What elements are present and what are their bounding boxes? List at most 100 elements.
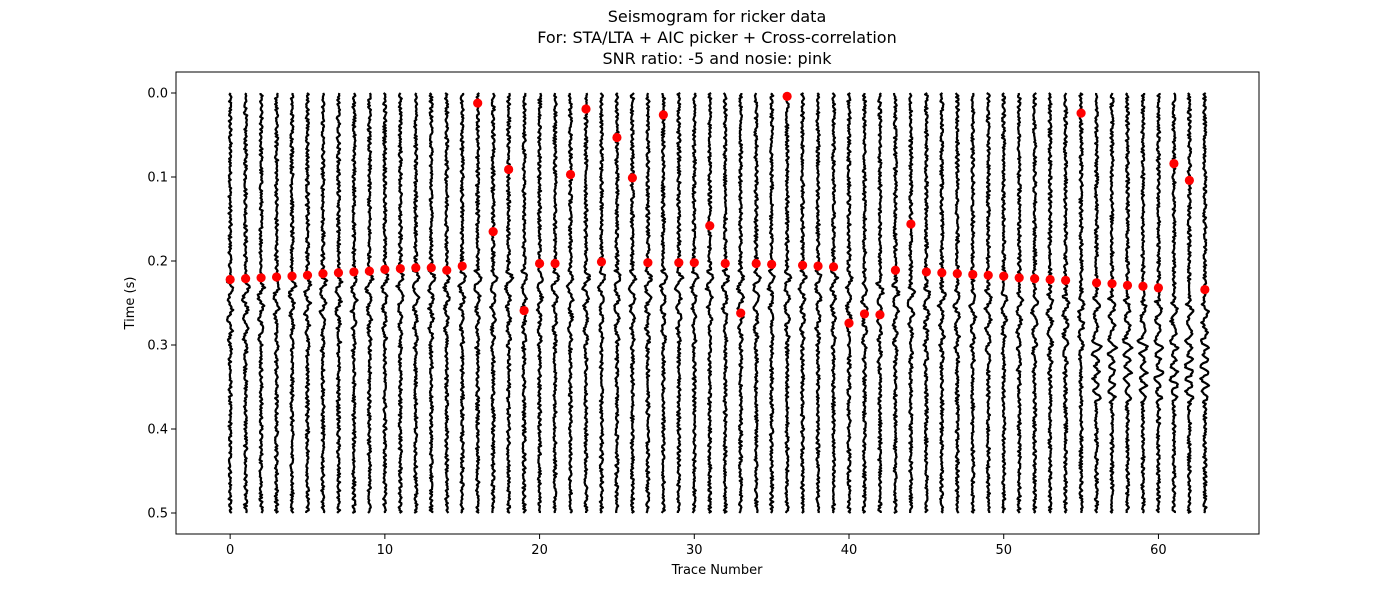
y-tick-label: 0.2 bbox=[147, 255, 168, 270]
pick-point bbox=[1138, 281, 1148, 291]
pick-point bbox=[782, 91, 792, 101]
seismic-trace bbox=[1136, 92, 1149, 514]
pick-point bbox=[596, 257, 607, 267]
y-axis: 0.0 0.1 0.2 0.3 0.4 0.5 bbox=[147, 87, 176, 522]
seismic-trace bbox=[735, 92, 746, 514]
traces-layer bbox=[225, 92, 1211, 514]
pick-point bbox=[1200, 284, 1210, 295]
seismic-trace bbox=[427, 92, 437, 514]
seismic-trace bbox=[613, 92, 622, 514]
pick-point bbox=[875, 310, 885, 320]
pick-point bbox=[968, 269, 978, 280]
pick-point bbox=[658, 110, 668, 120]
pick-point bbox=[736, 308, 746, 318]
seismic-trace bbox=[643, 92, 653, 514]
seismic-trace bbox=[318, 92, 329, 514]
pick-point bbox=[890, 265, 901, 275]
seismic-trace bbox=[860, 92, 869, 514]
pick-point bbox=[302, 270, 313, 280]
seismic-trace bbox=[535, 92, 545, 514]
x-tick-label: 30 bbox=[686, 543, 703, 558]
seismic-trace bbox=[457, 92, 467, 514]
seismic-trace bbox=[1090, 92, 1103, 514]
seismic-trace bbox=[489, 92, 499, 514]
seismic-trace bbox=[442, 92, 451, 514]
pick-point bbox=[395, 263, 405, 274]
seismic-trace bbox=[1121, 92, 1134, 514]
picks-layer bbox=[225, 91, 1210, 328]
pick-point bbox=[1122, 280, 1133, 290]
chart-title-line-2: For: STA/LTA + AIC picker + Cross-correl… bbox=[537, 28, 896, 47]
pick-point bbox=[751, 258, 761, 269]
pick-point bbox=[906, 219, 916, 229]
seismic-trace bbox=[1106, 92, 1119, 514]
seismic-trace bbox=[983, 92, 993, 514]
seismic-trace bbox=[1077, 92, 1086, 514]
pick-point bbox=[565, 169, 576, 180]
y-tick-label: 0.3 bbox=[147, 339, 168, 354]
pick-point bbox=[225, 274, 235, 285]
pick-point bbox=[1014, 273, 1024, 283]
seismic-trace bbox=[550, 92, 561, 514]
x-tick-label: 0 bbox=[226, 543, 234, 558]
pick-point bbox=[457, 261, 467, 271]
seismic-trace bbox=[1030, 92, 1040, 514]
pick-point bbox=[550, 258, 560, 269]
seismic-trace bbox=[1000, 92, 1009, 514]
seismic-trace bbox=[936, 92, 947, 514]
seismic-trace bbox=[581, 92, 592, 514]
pick-point bbox=[921, 267, 931, 277]
seismic-trace bbox=[906, 92, 917, 514]
x-axis: 0 10 20 30 40 50 60 bbox=[226, 534, 1167, 558]
pick-point bbox=[720, 258, 730, 269]
chart-title-line-1: Seismogram for ricker data bbox=[608, 7, 827, 26]
pick-point bbox=[612, 132, 622, 143]
seismic-trace bbox=[565, 92, 575, 514]
pick-point bbox=[473, 98, 483, 108]
seismic-trace bbox=[844, 92, 854, 514]
seismic-trace bbox=[891, 92, 901, 514]
pick-point bbox=[767, 259, 777, 269]
seismic-trace bbox=[1045, 92, 1055, 514]
pick-point bbox=[581, 104, 591, 114]
seismic-trace bbox=[411, 92, 421, 514]
seismic-trace bbox=[349, 92, 359, 514]
seismic-trace bbox=[752, 92, 762, 514]
pick-point bbox=[797, 260, 808, 270]
pick-point bbox=[705, 221, 715, 231]
seismic-trace bbox=[334, 92, 344, 514]
pick-point bbox=[983, 270, 993, 280]
pick-point bbox=[627, 173, 638, 183]
pick-point bbox=[504, 164, 514, 175]
pick-point bbox=[534, 258, 545, 269]
pick-point bbox=[364, 266, 374, 276]
seismic-trace bbox=[256, 92, 267, 514]
pick-point bbox=[488, 227, 498, 237]
pick-point bbox=[643, 258, 653, 268]
seismic-trace bbox=[520, 92, 529, 514]
pick-point bbox=[442, 265, 452, 275]
pick-point bbox=[287, 271, 297, 281]
pick-point bbox=[1061, 275, 1071, 285]
seismic-trace bbox=[968, 92, 978, 514]
seismic-trace bbox=[875, 92, 885, 514]
seismic-trace bbox=[302, 92, 313, 514]
pick-point bbox=[828, 262, 839, 272]
pick-point bbox=[937, 268, 947, 278]
seismic-trace bbox=[596, 92, 607, 514]
seismic-trace bbox=[1199, 92, 1211, 514]
pick-point bbox=[689, 258, 699, 268]
pick-point bbox=[952, 269, 962, 279]
pick-point bbox=[1045, 274, 1055, 285]
seismic-trace bbox=[922, 92, 932, 514]
y-tick-label: 0.1 bbox=[147, 171, 168, 186]
pick-point bbox=[813, 261, 823, 271]
y-axis-label: Time (s) bbox=[123, 277, 138, 331]
seismic-trace bbox=[704, 92, 715, 514]
seismic-trace bbox=[952, 92, 962, 514]
pick-point bbox=[256, 273, 266, 283]
x-tick-label: 60 bbox=[1150, 543, 1167, 558]
seismic-trace bbox=[225, 92, 235, 514]
